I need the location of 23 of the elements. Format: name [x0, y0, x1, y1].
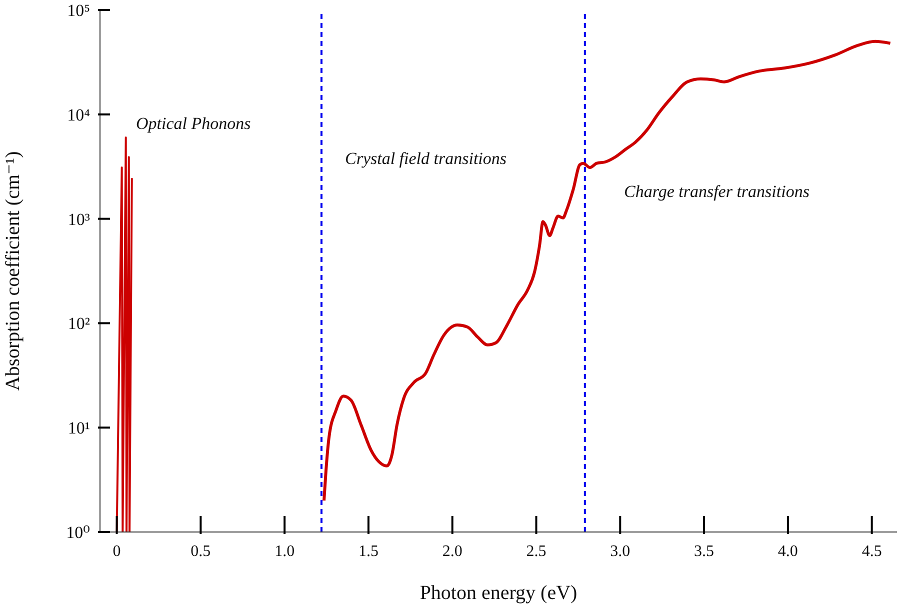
y-tick-label: 10⁴: [67, 105, 90, 124]
x-tick-label: 2.5: [526, 543, 546, 560]
x-tick-label: 4.0: [778, 543, 798, 560]
x-tick-label: 0.5: [190, 543, 211, 560]
x-tick-label: 1.5: [358, 543, 378, 560]
y-tick-label: 10¹: [68, 418, 90, 438]
y-tick-label: 10³: [68, 210, 90, 229]
annotation: Charge transfer transitions: [624, 182, 810, 202]
x-tick-label: 0: [112, 543, 121, 560]
x-tick-label: 4.5: [862, 543, 882, 560]
annotation: Optical Phonons: [136, 114, 251, 134]
line-series: [116, 136, 133, 532]
x-axis-title: Photon energy (eV): [420, 582, 578, 604]
annotation: Crystal field transitions: [345, 149, 507, 169]
line-series: [322, 40, 892, 502]
y-tick-label: 10²: [68, 314, 90, 334]
x-tick-label: 2.0: [442, 543, 462, 560]
x-tick-label: 1.0: [274, 543, 295, 560]
x-tick-label: 3.0: [610, 543, 630, 560]
y-tick-label: 10⁰: [66, 523, 90, 542]
y-tick-label: 10⁵: [67, 1, 90, 20]
y-axis-title: Absorption coefficient (cm⁻¹): [2, 151, 24, 391]
x-tick-label: 3.5: [694, 543, 714, 560]
